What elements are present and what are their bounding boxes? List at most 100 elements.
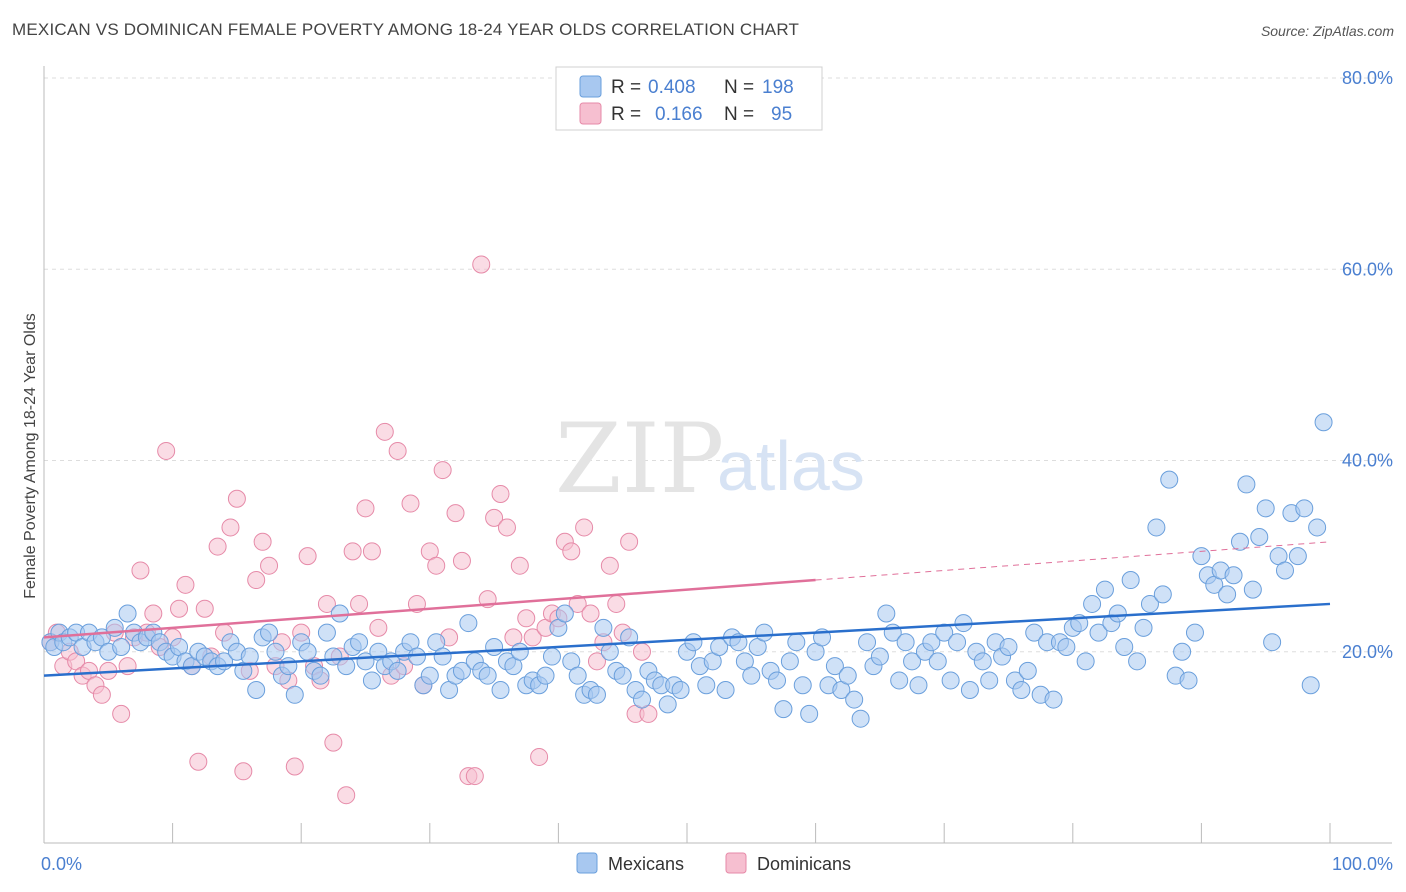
mexican-point xyxy=(1140,594,1159,613)
mexican-point xyxy=(1115,637,1134,656)
dominican-point xyxy=(350,594,369,613)
bottom-legend-label-mexicans: Mexicans xyxy=(608,854,684,874)
dominican-point xyxy=(131,561,150,580)
legend-swatch-dominicans xyxy=(579,102,602,125)
y-axis-title: Female Poverty Among 18-24 Year Olds xyxy=(22,313,39,599)
dominican-point xyxy=(523,628,542,647)
mexican-point xyxy=(1128,652,1147,671)
dominican-point xyxy=(491,484,510,503)
mexican-point xyxy=(542,647,561,666)
mexican-point xyxy=(845,690,864,709)
mexican-point xyxy=(452,661,471,680)
mexican-point xyxy=(774,700,793,719)
mexican-point xyxy=(1025,623,1044,642)
mexican-point xyxy=(555,604,574,623)
mexican-point xyxy=(536,666,555,685)
legend-r-value-dominicans: 0.166 xyxy=(655,104,703,125)
mexican-point xyxy=(780,652,799,671)
mexican-point xyxy=(1076,652,1095,671)
mexican-point xyxy=(838,666,857,685)
mexican-point xyxy=(742,666,761,685)
mexican-point xyxy=(948,633,967,652)
dominican-point xyxy=(227,489,246,508)
x-tick-label: 100.0% xyxy=(1332,854,1393,874)
chart-title: MEXICAN VS DOMINICAN FEMALE POVERTY AMON… xyxy=(12,20,800,39)
mexican-point xyxy=(1295,499,1314,518)
mexican-point xyxy=(260,623,279,642)
dominican-point xyxy=(465,767,484,786)
mexican-point xyxy=(935,623,954,642)
legend-n-label-2: N = xyxy=(724,104,754,125)
tick-labels: 20.0% 40.0% 60.0% 80.0% 0.0% 100.0% xyxy=(41,68,1393,874)
mexican-point xyxy=(999,637,1018,656)
dominican-point xyxy=(497,518,516,537)
mexican-point xyxy=(1121,571,1140,590)
mexican-point xyxy=(510,642,529,661)
dominican-point xyxy=(510,556,529,575)
mexican-point xyxy=(285,685,304,704)
mexican-point xyxy=(491,681,510,699)
dominican-point xyxy=(427,556,446,575)
mexican-point xyxy=(1192,547,1211,566)
mexican-point xyxy=(928,652,947,671)
mexican-point xyxy=(1179,671,1198,690)
chart-source: Source: ZipAtlas.com xyxy=(1260,23,1394,39)
mexican-point xyxy=(825,657,844,676)
dominican-point xyxy=(587,652,606,671)
dominican-point xyxy=(144,604,163,623)
mexican-point xyxy=(1160,470,1179,489)
mexican-point xyxy=(1153,585,1172,604)
mexican-point xyxy=(755,623,774,642)
mexican-point xyxy=(1173,642,1192,661)
dominican-point xyxy=(343,542,362,561)
dominican-point xyxy=(176,575,195,594)
bottom-legend-swatch-dominicans xyxy=(725,852,747,874)
mexican-point xyxy=(1012,681,1031,699)
mexican-point xyxy=(298,642,317,661)
x-tick-label: 0.0% xyxy=(41,854,82,874)
mexican-point xyxy=(1301,676,1320,695)
dominican-point xyxy=(285,757,304,776)
mexican-point xyxy=(1288,547,1307,566)
dominican-point xyxy=(607,594,626,613)
dominican-point xyxy=(208,537,227,556)
legend: R = 0.408 N = 198 R = 0.166 N = 95 xyxy=(555,66,823,131)
dominican-point xyxy=(401,494,420,513)
dominican-point xyxy=(362,542,381,561)
dominican-point xyxy=(446,504,465,523)
mexican-point xyxy=(632,690,651,709)
mexican-point xyxy=(684,633,703,652)
trend-line-mexicans xyxy=(43,602,1331,677)
bottom-legend-swatch-mexicans xyxy=(576,852,598,874)
mexican-point xyxy=(362,671,381,690)
mexican-point xyxy=(671,681,690,699)
mexican-point xyxy=(330,604,349,623)
dominican-point xyxy=(324,733,343,752)
mexican-point xyxy=(716,681,735,699)
mexican-point xyxy=(613,666,632,685)
dominican-point xyxy=(170,599,189,618)
dominican-point xyxy=(530,747,549,766)
legend-n-value-dominicans: 95 xyxy=(771,104,792,125)
mexican-point xyxy=(459,614,478,633)
dominican-point xyxy=(575,518,594,537)
mexican-point xyxy=(247,681,266,699)
mexican-point xyxy=(1224,566,1243,585)
dominican-point xyxy=(298,547,317,566)
trend-line-dominicans-extension xyxy=(815,541,1331,581)
mexican-point xyxy=(973,652,992,671)
mexican-point xyxy=(941,671,960,690)
mexican-point xyxy=(118,604,137,623)
mexican-point xyxy=(587,685,606,704)
mexican-point xyxy=(1134,618,1153,637)
mexican-point xyxy=(388,661,407,680)
mexican-point xyxy=(922,633,941,652)
mexican-point xyxy=(697,676,716,695)
dominican-point xyxy=(433,461,452,480)
dominican-point xyxy=(92,685,111,704)
dominican-point xyxy=(112,704,131,723)
mexican-point xyxy=(980,671,999,690)
dominican-point xyxy=(369,618,388,637)
mexican-point xyxy=(1044,690,1063,709)
mexican-point xyxy=(1108,604,1127,623)
